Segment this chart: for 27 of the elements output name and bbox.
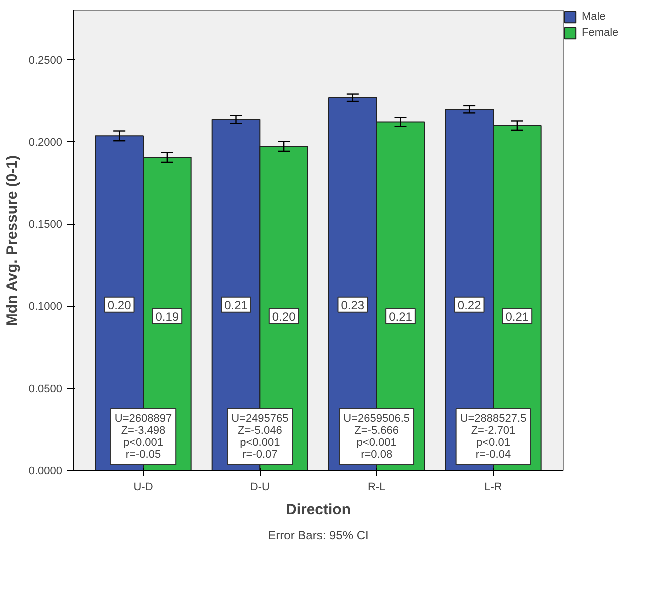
data-label: 0.22 [458, 298, 482, 312]
data-label: 0.19 [156, 310, 180, 324]
annotation: U=2608897 Z=-3.498 p<0.001 r=-0.05 [114, 412, 172, 461]
data-label: 0.21 [389, 310, 413, 324]
x-tick-label: R-L [368, 482, 386, 494]
x-tick-label: L-R [484, 482, 502, 494]
data-label: 0.23 [341, 298, 365, 312]
y-tick-label: 0.2000 [28, 136, 63, 149]
x-axis-title: Direction [286, 502, 352, 518]
annotation: U=2495765 Z=-5.046 p<0.001 r=-0.07 [232, 412, 289, 461]
annotation: U=2888527.5 Z=-2.701 p<0.01 r=-0.04 [460, 412, 527, 461]
y-tick-label: 0.1000 [28, 301, 63, 314]
x-tick-label: U-D [134, 482, 154, 494]
y-tick-label: 0.0000 [28, 466, 63, 478]
y-axis-title: Mdn Avg. Pressure (0-1) [4, 155, 21, 326]
legend-label: Female [582, 27, 619, 39]
data-label: 0.20 [108, 298, 132, 312]
x-tick-label: D-U [250, 482, 270, 494]
y-tick-label: 0.2500 [28, 54, 63, 67]
text: Error Bars: 95% CI [268, 528, 369, 542]
data-label: 0.21 [224, 298, 248, 312]
y-tick-label: 0.1500 [28, 219, 63, 232]
annotation: U=2659506.5 Z=-5.666 p<0.001 r=0.08 [344, 412, 410, 461]
y-tick-label: 0.0500 [28, 383, 63, 396]
data-label: 0.21 [506, 310, 530, 324]
data-label: 0.20 [272, 310, 296, 324]
legend-label: Male [582, 11, 606, 23]
